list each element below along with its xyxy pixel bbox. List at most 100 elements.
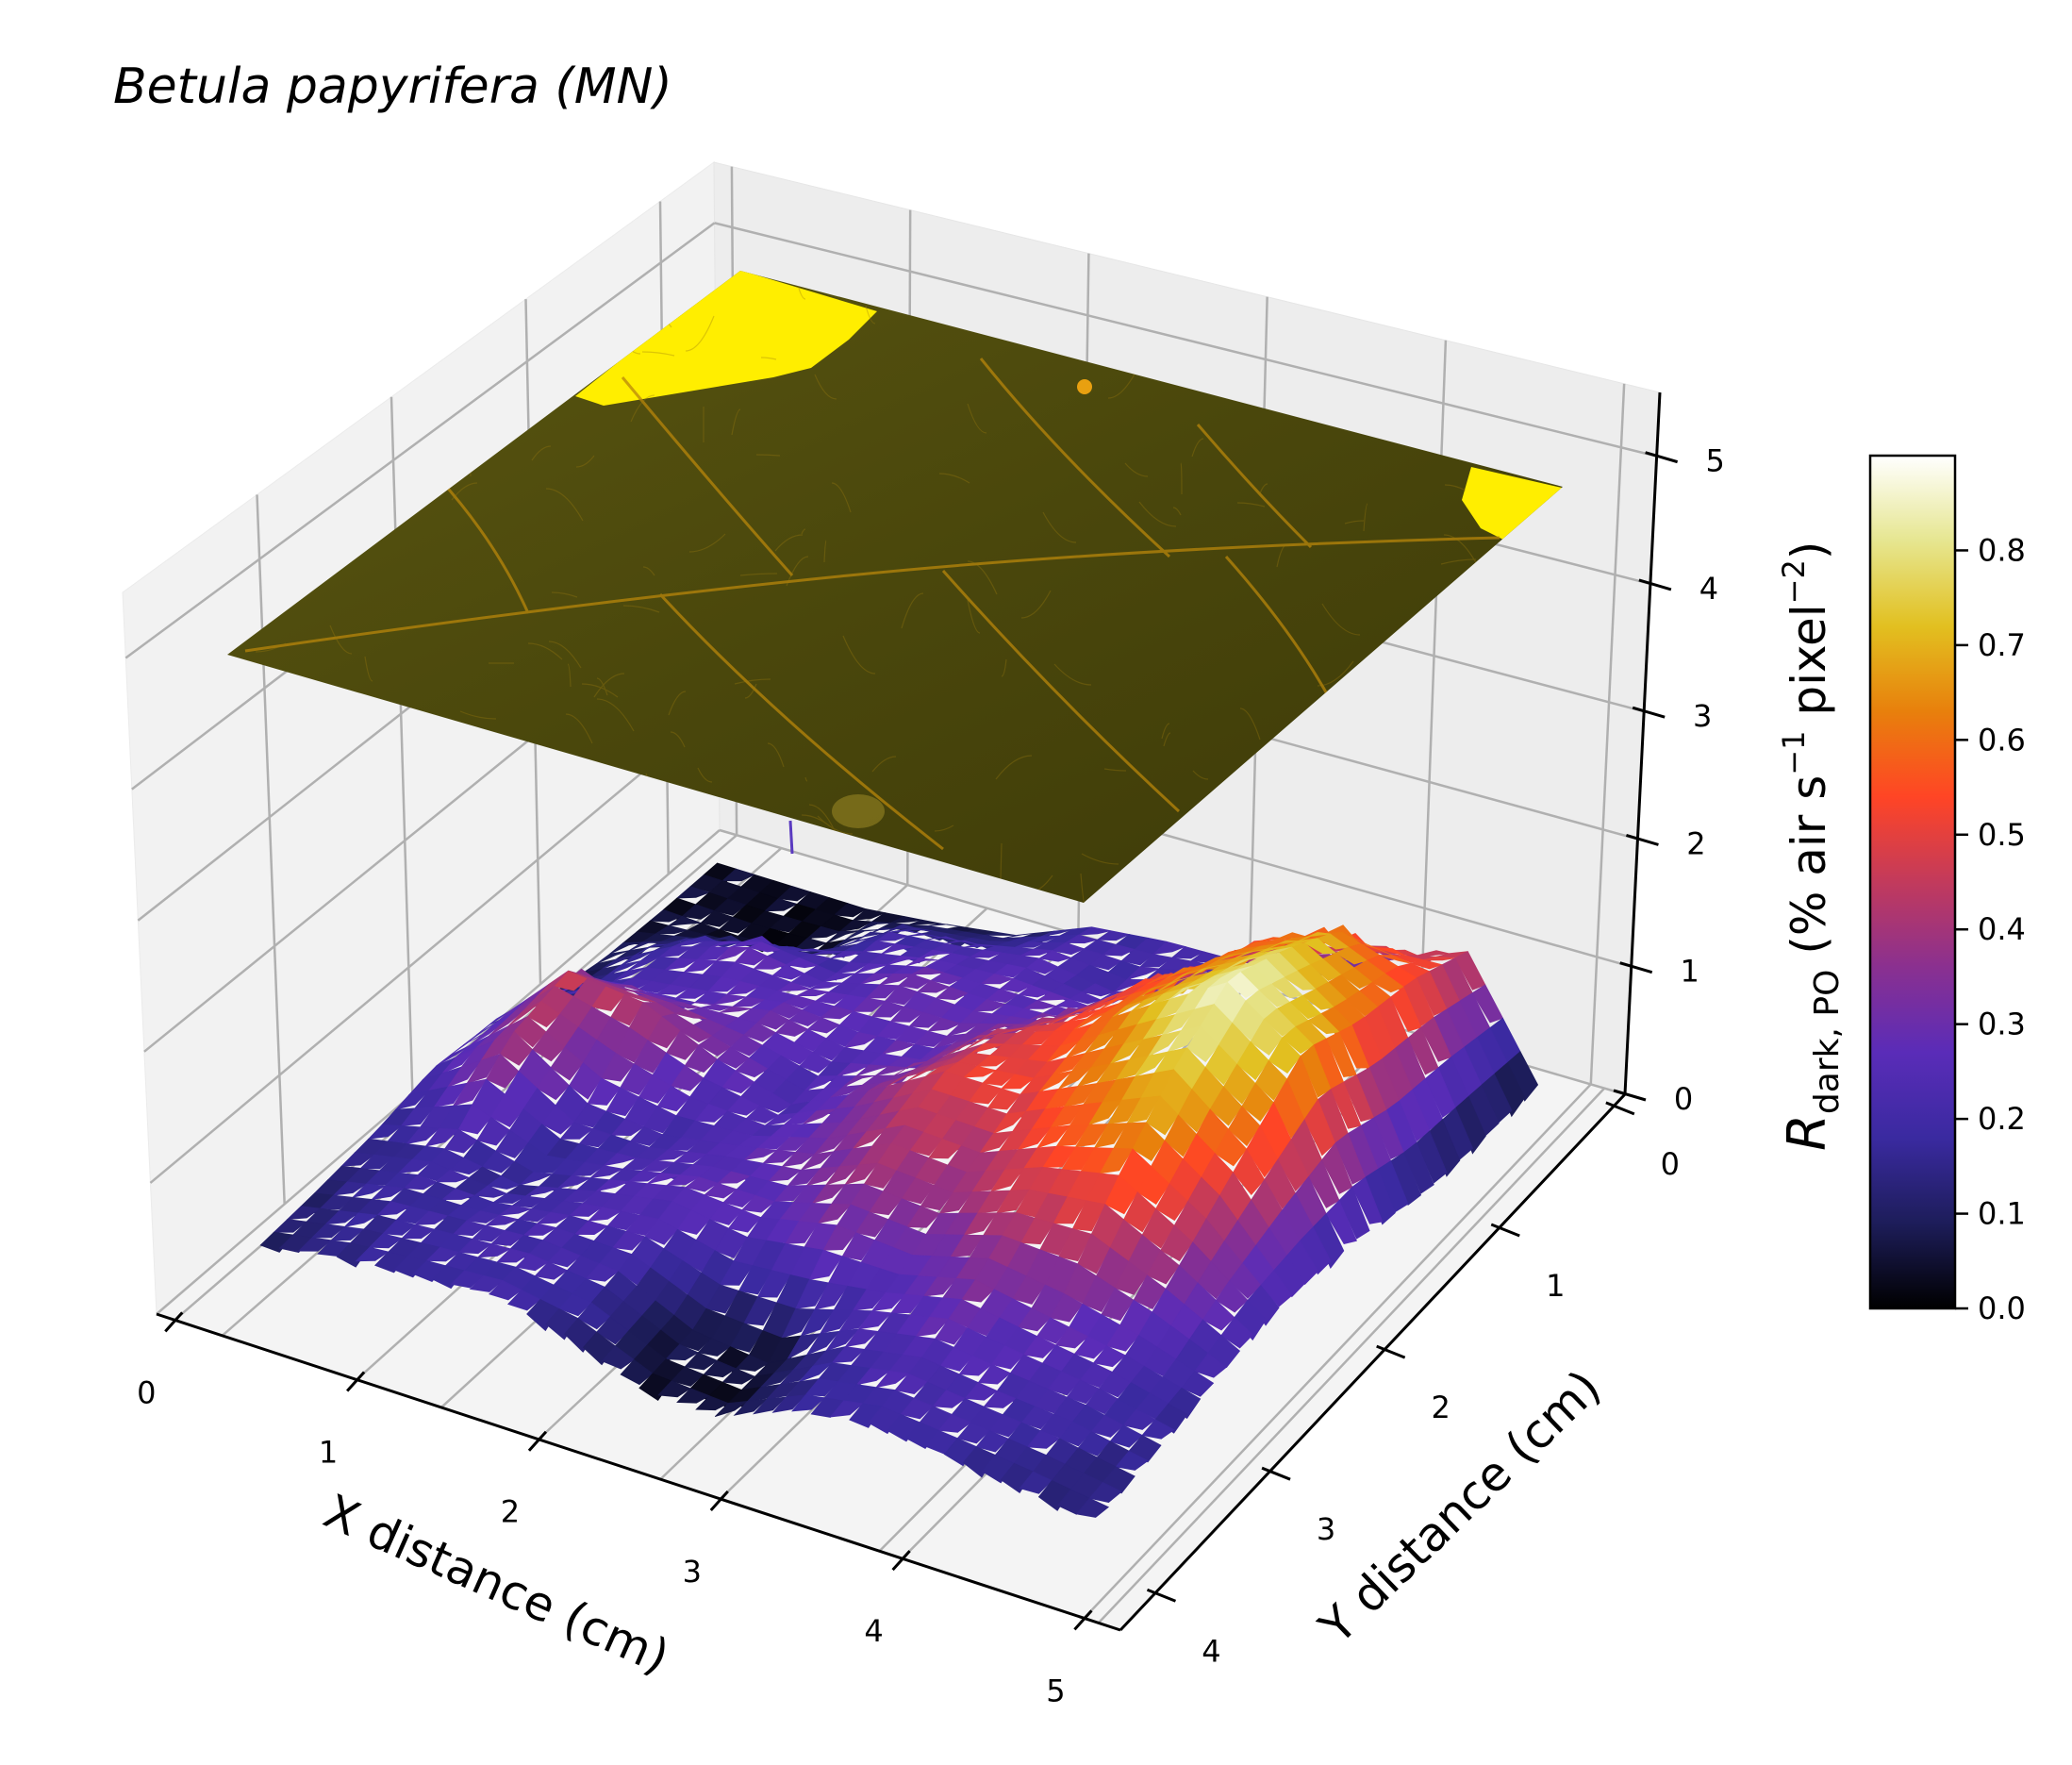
surface-patch — [515, 1253, 550, 1272]
surface-patch — [672, 1151, 708, 1163]
surface-patch — [793, 1028, 827, 1052]
z-axis-label: Rdark, PO (% air s−1 pixel−2) — [1776, 541, 1847, 1151]
surface-patch — [769, 915, 804, 933]
y-tick-label: 4 — [1202, 1633, 1220, 1669]
surface-patch — [1088, 1482, 1123, 1504]
surface-patch — [803, 1108, 837, 1124]
leaf-vein — [575, 455, 595, 468]
surface-patch — [986, 989, 1020, 1004]
surface-patch — [481, 1150, 516, 1174]
surface-patch — [1050, 1292, 1084, 1323]
surface-patch — [1051, 941, 1086, 956]
surface-patch — [909, 919, 941, 925]
surface-patch — [689, 874, 723, 892]
surface-patch — [888, 929, 921, 935]
surface-patch — [934, 1318, 969, 1345]
surface-patch — [1402, 977, 1434, 1027]
surface-patch — [894, 1061, 927, 1076]
surface-patch — [491, 1192, 527, 1205]
z-tick-mark — [1645, 451, 1679, 464]
surface-patch — [786, 1333, 821, 1360]
surface-patch — [343, 1212, 379, 1228]
y-ticks: 0 1 2 3 4 — [1146, 1101, 1680, 1669]
surface-patch — [915, 1157, 949, 1185]
surface-patch — [823, 943, 858, 958]
leaf-vein — [641, 351, 675, 357]
surface-patch — [752, 1396, 787, 1415]
colorbar-tick-label: 0.6 — [1978, 722, 2026, 758]
surface-patch — [774, 1019, 809, 1037]
leaf-vein — [685, 315, 715, 352]
surface-patch — [710, 941, 743, 948]
surface-patch — [756, 1270, 791, 1298]
surface-patch — [558, 1293, 592, 1317]
surface-patch — [1071, 1200, 1106, 1232]
surface-patch — [1228, 945, 1261, 957]
surface-patch — [698, 1035, 732, 1057]
surface-patch — [890, 915, 923, 924]
surface-patch — [1316, 933, 1350, 950]
surface-patch — [1015, 1189, 1050, 1218]
surface-patch — [791, 1394, 826, 1412]
leaf-vein — [596, 698, 635, 732]
surface-patch — [943, 1438, 977, 1467]
colorbar-tick-label: 0.5 — [1978, 817, 2026, 853]
surface-patch — [770, 1002, 804, 1019]
surface-patch — [799, 1051, 833, 1074]
surface-patch — [676, 1209, 711, 1235]
surface-patch — [990, 1345, 1025, 1370]
surface-patch — [1277, 1139, 1310, 1192]
leaf-vein — [364, 656, 373, 682]
surface-patch — [1506, 1051, 1539, 1102]
leaf-vein — [995, 755, 1033, 780]
surface-patch — [1037, 950, 1072, 962]
surface-patch — [781, 1151, 816, 1168]
surface-patch — [1141, 1013, 1177, 1041]
surface-patch — [569, 1062, 603, 1100]
surface-patch — [622, 1157, 656, 1171]
surface-patch — [469, 1023, 503, 1046]
surface-patch — [731, 996, 767, 1007]
surface-patch — [365, 1170, 400, 1186]
leaf-vein — [697, 767, 713, 783]
surface-patch — [1334, 946, 1368, 965]
surface-patch — [273, 1219, 308, 1233]
surface-patch — [842, 1074, 876, 1088]
surface-patch — [956, 1422, 991, 1444]
surface-patch — [865, 984, 900, 999]
surface-patch — [812, 1038, 846, 1061]
surface-patch — [1254, 1059, 1288, 1101]
surface-patch — [496, 1248, 531, 1263]
surface-patch — [1281, 1026, 1315, 1055]
surface-patch — [907, 933, 940, 938]
surface-patch — [1093, 1123, 1129, 1149]
leaf-vein — [1080, 873, 1087, 903]
surface-patch — [562, 1189, 598, 1203]
leaf-vein — [1081, 853, 1119, 865]
surface-patch — [332, 1181, 368, 1196]
surface-patch — [809, 981, 842, 990]
surface-patch — [317, 1240, 352, 1257]
surface-patch — [667, 915, 702, 926]
surface-patch — [414, 1210, 449, 1225]
surface-patch — [440, 1188, 476, 1201]
surface-patch — [1268, 1037, 1301, 1074]
surface-patch — [1029, 1018, 1062, 1028]
surface-patch — [330, 1225, 365, 1241]
surface-patch — [1137, 982, 1171, 998]
surface-patch — [602, 1153, 638, 1167]
surface-patch — [556, 1175, 592, 1190]
surface-patch — [790, 1088, 825, 1106]
surface-patch — [577, 1302, 611, 1330]
surface-patch — [311, 1224, 346, 1239]
z-axis-line — [1623, 391, 1662, 1095]
surface-patch — [1061, 1146, 1096, 1171]
surface-patch — [431, 1265, 466, 1290]
surface-patch — [669, 1002, 702, 1009]
surface-patch — [355, 1246, 390, 1262]
colorbar-ticks: 0.0 0.1 0.2 0.3 0.4 0.5 0.6 0.7 0.8 — [1955, 532, 2026, 1326]
surface-patch — [554, 970, 588, 991]
z-tick-label: 5 — [1705, 443, 1724, 479]
surface-patch — [1079, 1362, 1114, 1389]
surface-patch — [956, 1052, 992, 1067]
